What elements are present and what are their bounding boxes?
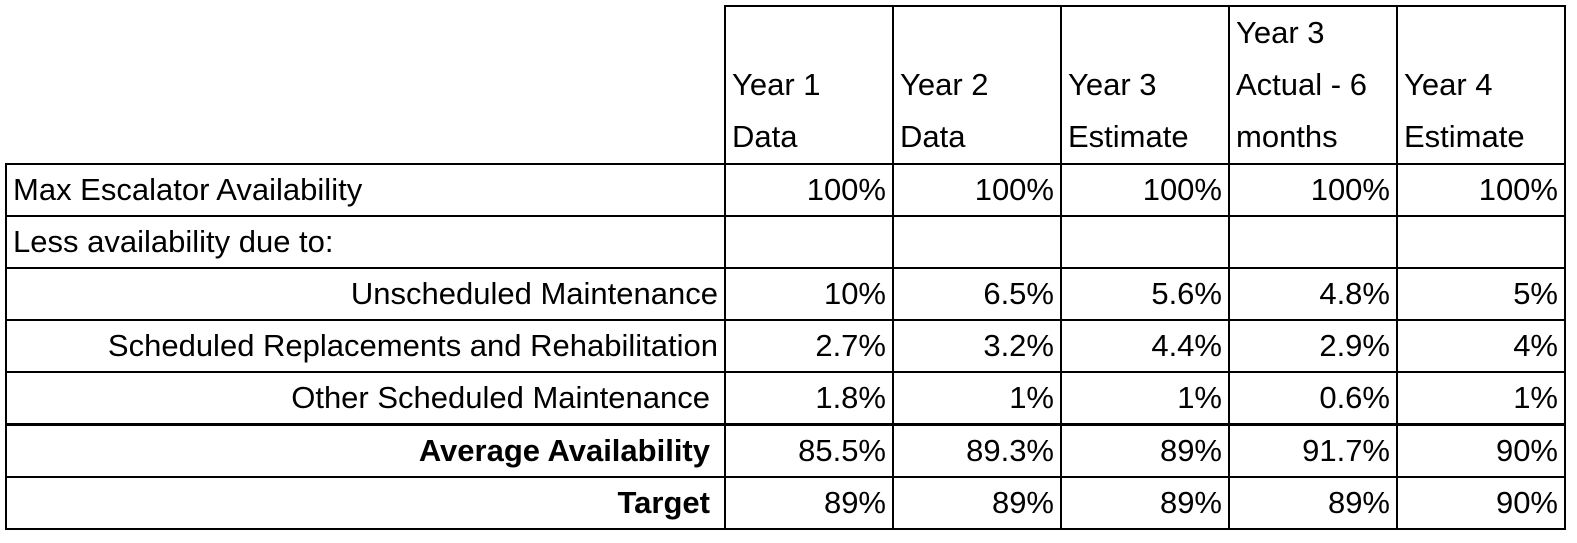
cell-value: 5.6% bbox=[1060, 267, 1230, 321]
row-label: Other Scheduled Maintenance bbox=[5, 371, 726, 426]
header-year-1: Year 1 Data bbox=[724, 5, 894, 165]
row-label: Average Availability bbox=[5, 423, 726, 478]
header-year-4-estimate: Year 4 Estimate bbox=[1396, 5, 1566, 165]
table-row-other-scheduled: Other Scheduled Maintenance 1.8% 1% 1% 0… bbox=[5, 371, 1566, 426]
cell-value: 4% bbox=[1396, 319, 1566, 373]
row-label: Unscheduled Maintenance bbox=[5, 267, 726, 321]
header-year-3-actual: Year 3 Actual - 6 months bbox=[1228, 5, 1398, 165]
table-row-max-availability: Max Escalator Availability 100% 100% 100… bbox=[5, 163, 1566, 217]
availability-table: Year 1 Data Year 2 Data Year 3 Estimate … bbox=[5, 5, 1566, 530]
cell-value: 89% bbox=[1060, 476, 1230, 530]
cell-value: 1.8% bbox=[724, 371, 894, 426]
cell-value: 5% bbox=[1396, 267, 1566, 321]
table-row-less-availability: Less availability due to: bbox=[5, 215, 1566, 269]
cell-value: 2.9% bbox=[1228, 319, 1398, 373]
cell-value: 100% bbox=[1228, 163, 1398, 217]
table-row-unscheduled: Unscheduled Maintenance 10% 6.5% 5.6% 4.… bbox=[5, 267, 1566, 321]
header-year-3-estimate: Year 3 Estimate bbox=[1060, 5, 1230, 165]
cell-value bbox=[724, 215, 894, 269]
cell-value: 100% bbox=[1396, 163, 1566, 217]
header-year-2: Year 2 Data bbox=[892, 5, 1062, 165]
cell-value: 89% bbox=[724, 476, 894, 530]
cell-value: 1% bbox=[892, 371, 1062, 426]
cell-value: 100% bbox=[892, 163, 1062, 217]
table-row-target: Target 89% 89% 89% 89% 90% bbox=[5, 476, 1566, 530]
cell-value: 89.3% bbox=[892, 423, 1062, 478]
cell-value: 89% bbox=[892, 476, 1062, 530]
cell-value: 100% bbox=[724, 163, 894, 217]
row-label: Scheduled Replacements and Rehabilitatio… bbox=[5, 319, 726, 373]
table-row-average-availability: Average Availability 85.5% 89.3% 89% 91.… bbox=[5, 423, 1566, 478]
cell-value bbox=[892, 215, 1062, 269]
cell-value bbox=[1228, 215, 1398, 269]
cell-value: 10% bbox=[724, 267, 894, 321]
cell-value: 1% bbox=[1060, 371, 1230, 426]
cell-value: 4.8% bbox=[1228, 267, 1398, 321]
row-label: Less availability due to: bbox=[5, 215, 726, 269]
cell-value bbox=[1396, 215, 1566, 269]
cell-value: 89% bbox=[1228, 476, 1398, 530]
cell-value: 85.5% bbox=[724, 423, 894, 478]
header-blank-cell bbox=[6, 6, 725, 165]
cell-value: 100% bbox=[1060, 163, 1230, 217]
cell-value: 2.7% bbox=[724, 319, 894, 373]
cell-value: 1% bbox=[1396, 371, 1566, 426]
table-row-scheduled-replacements: Scheduled Replacements and Rehabilitatio… bbox=[5, 319, 1566, 373]
cell-value: 90% bbox=[1396, 476, 1566, 530]
cell-value: 6.5% bbox=[892, 267, 1062, 321]
cell-value: 0.6% bbox=[1228, 371, 1398, 426]
cell-value: 4.4% bbox=[1060, 319, 1230, 373]
header-row: Year 1 Data Year 2 Data Year 3 Estimate … bbox=[6, 5, 1566, 165]
cell-value bbox=[1060, 215, 1230, 269]
cell-value: 3.2% bbox=[892, 319, 1062, 373]
row-label: Max Escalator Availability bbox=[5, 163, 726, 217]
cell-value: 90% bbox=[1396, 423, 1566, 478]
row-label: Target bbox=[5, 476, 726, 530]
cell-value: 89% bbox=[1060, 423, 1230, 478]
cell-value: 91.7% bbox=[1228, 423, 1398, 478]
